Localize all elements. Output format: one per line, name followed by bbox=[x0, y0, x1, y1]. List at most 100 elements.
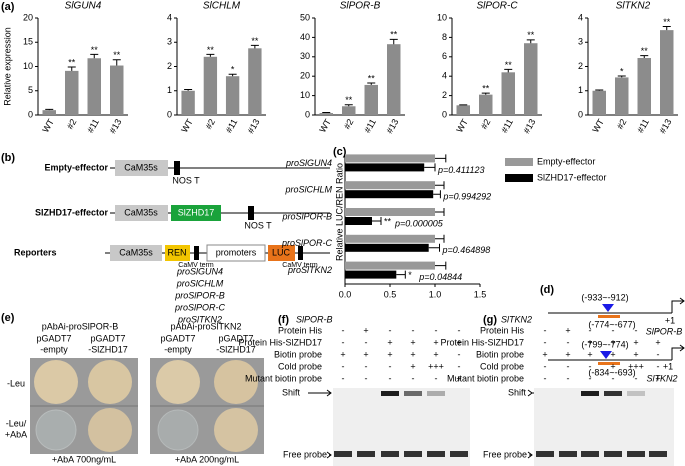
lane-mark: + bbox=[587, 337, 592, 347]
construct-diagram: Empty-effector CaM35s NOS T SlZHD17-effe… bbox=[14, 160, 330, 324]
colony bbox=[34, 360, 78, 404]
x-tick-label: #11 bbox=[85, 117, 101, 134]
bar bbox=[524, 43, 538, 115]
lane-mark: - bbox=[458, 325, 461, 335]
bar bbox=[637, 58, 651, 115]
row-label: Empty-effector bbox=[44, 162, 108, 172]
significance: ** bbox=[345, 95, 353, 105]
lane-mark: - bbox=[544, 373, 547, 383]
bar bbox=[501, 72, 515, 115]
significance: ** bbox=[384, 216, 392, 226]
tss-arrow bbox=[671, 297, 685, 313]
gel-image bbox=[333, 388, 470, 466]
lane-mark: + bbox=[542, 349, 547, 359]
bar bbox=[42, 110, 56, 115]
x-tick-label: #13 bbox=[245, 117, 261, 135]
error-bar bbox=[595, 89, 604, 91]
lane-mark: - bbox=[389, 373, 392, 383]
lane-mark: + bbox=[587, 349, 592, 359]
lane-mark: - bbox=[544, 325, 547, 335]
bar bbox=[110, 65, 124, 115]
footer-label: +AbA 700ng/mL bbox=[52, 454, 116, 464]
free-band bbox=[381, 451, 399, 457]
lane-mark: - bbox=[458, 349, 461, 359]
group-label: pAbAi-proSlPOR-B bbox=[42, 321, 119, 331]
significance: * bbox=[620, 66, 624, 76]
site-label: (-799~-774) bbox=[581, 339, 628, 349]
x-tick-label: WT bbox=[317, 117, 333, 135]
p-value: p=0.04844 bbox=[418, 272, 462, 282]
row-label: SlZHD17-effector bbox=[35, 207, 109, 217]
y-tick-label: 15 bbox=[23, 37, 33, 47]
error-bar bbox=[428, 243, 440, 252]
lane-mark: - bbox=[635, 373, 638, 383]
bar bbox=[319, 113, 333, 115]
error-bar bbox=[481, 92, 490, 95]
legend-label: SlZHD17-effector bbox=[537, 172, 606, 182]
lane-mark: + bbox=[565, 349, 570, 359]
p-value: p=0.000005 bbox=[394, 218, 444, 228]
box-label: CaM35s bbox=[124, 207, 158, 217]
y-tick-label: 4 bbox=[578, 12, 583, 22]
bar bbox=[456, 105, 470, 115]
free-band bbox=[649, 451, 667, 457]
error-bar bbox=[367, 82, 376, 85]
lane-mark: - bbox=[567, 361, 570, 371]
lane-mark: - bbox=[567, 373, 570, 383]
lane-mark: + bbox=[387, 337, 392, 347]
significance: ** bbox=[482, 84, 490, 94]
significance: ** bbox=[390, 30, 398, 40]
bar bbox=[345, 243, 429, 252]
y-tick-label: 1 bbox=[578, 85, 583, 95]
error-bar bbox=[526, 39, 535, 44]
significance: ** bbox=[113, 50, 121, 60]
bar bbox=[248, 48, 262, 115]
gel-title: SlTKN2 bbox=[501, 314, 532, 324]
bar bbox=[345, 208, 435, 216]
y-tick-label: proSlTKN2 bbox=[287, 265, 332, 275]
bar bbox=[387, 44, 401, 115]
legend-label: Empty-effector bbox=[537, 156, 595, 166]
gene-label: SlTKN2 bbox=[646, 373, 677, 383]
panel-label: (c) bbox=[333, 146, 347, 158]
x-tick-label: #2 bbox=[479, 117, 493, 131]
bar bbox=[345, 261, 435, 270]
bar bbox=[345, 217, 372, 225]
promoter-box bbox=[115, 160, 168, 176]
free-label: Free probe bbox=[283, 449, 327, 459]
lane-mark: + bbox=[655, 337, 660, 347]
error-bar bbox=[67, 66, 76, 71]
row-label: Biotin probe bbox=[274, 349, 322, 359]
panel-label: (a) bbox=[1, 1, 15, 13]
gel-title: SlPOR-B bbox=[296, 314, 333, 324]
lane-mark: - bbox=[412, 325, 415, 335]
lane-mark: - bbox=[389, 325, 392, 335]
reporter-box bbox=[165, 245, 190, 261]
lane-mark: - bbox=[365, 373, 368, 383]
x-tick-label: #2 bbox=[65, 117, 79, 131]
probe-region bbox=[598, 362, 620, 365]
p-value: p=0.994292 bbox=[442, 192, 491, 202]
y-tick-label: 0 bbox=[167, 109, 172, 119]
lane-mark: - bbox=[635, 325, 638, 335]
box-label: CaM35s bbox=[124, 162, 158, 172]
significance: ** bbox=[641, 46, 649, 56]
error-bar bbox=[433, 190, 441, 199]
lane-mark: + bbox=[633, 349, 638, 359]
row-label: Protein His-SlZHD17 bbox=[440, 337, 524, 347]
significance: ** bbox=[505, 60, 513, 70]
x-tick-label: #11 bbox=[362, 117, 378, 134]
error-bar bbox=[228, 73, 237, 77]
shift-label: Shift bbox=[508, 387, 527, 397]
bar bbox=[345, 163, 425, 172]
box-label: promoters bbox=[216, 247, 257, 257]
free-arrow bbox=[527, 451, 533, 459]
chart-title: SlCHLM bbox=[203, 1, 241, 12]
x-tick-label: 0.0 bbox=[339, 289, 352, 299]
lane-mark: + bbox=[433, 349, 438, 359]
row-label: Protein His-SlZHD17 bbox=[238, 337, 322, 347]
lane-mark: - bbox=[342, 337, 345, 347]
free-arrow bbox=[326, 451, 332, 459]
